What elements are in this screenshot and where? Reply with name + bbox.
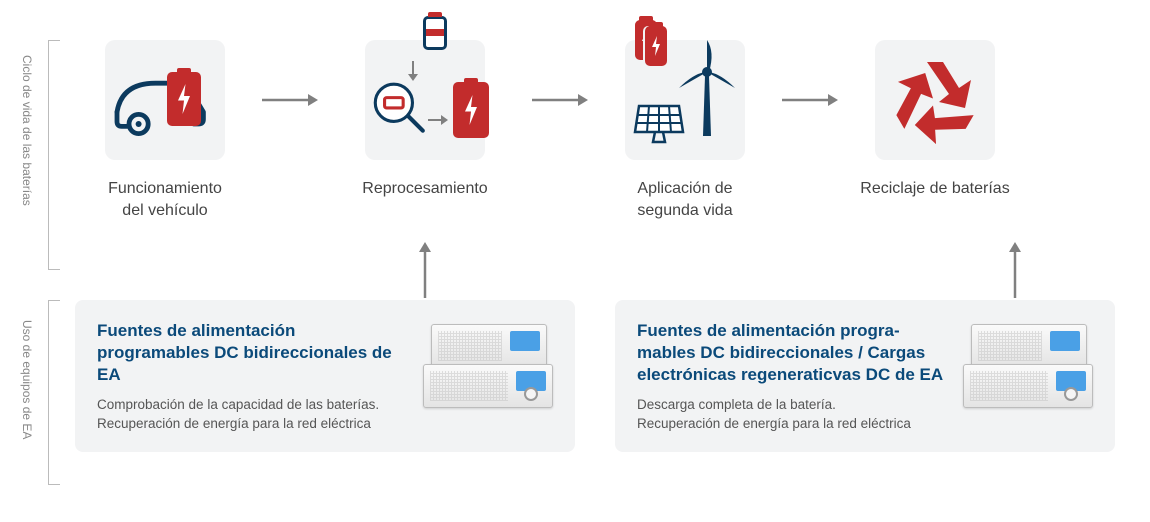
- stage-recycle: Reciclaje de baterías: [845, 40, 1025, 200]
- up-arrow-icon: [1005, 240, 1025, 300]
- card-desc-line: Recuperación de energía para la red eléc…: [97, 416, 371, 431]
- bracket-bottom: [48, 300, 60, 485]
- stage-label-2: segunda vida: [637, 202, 732, 219]
- section-label-bottom: Uso de equipos de EA: [20, 320, 34, 480]
- card-title: Fuentes de alimentación programables DC …: [97, 320, 407, 386]
- bracket-top: [48, 40, 60, 270]
- section-label-top: Ciclo de vida de las baterías: [20, 55, 34, 275]
- recycle-icon: [875, 40, 995, 160]
- vehicle-battery-icon: [105, 40, 225, 160]
- stage-reprocess: Reprocesamiento: [325, 40, 525, 200]
- card-desc-line: Recuperación de energía para la red eléc…: [637, 416, 911, 431]
- stage-label: Reciclaje de baterías: [860, 180, 1009, 197]
- up-arrow-icon: [415, 240, 435, 300]
- second-life-icon: [625, 40, 745, 160]
- equip-screen: [1050, 331, 1080, 351]
- stage-label: Aplicación de: [637, 180, 732, 197]
- flow-arrow-icon: [525, 40, 595, 160]
- stage-label: Funcionamiento: [108, 180, 222, 197]
- equipment-image: [423, 324, 553, 409]
- flow-arrow-icon: [775, 40, 845, 160]
- stage-label: Reprocesamiento: [362, 180, 487, 197]
- card-desc-line: Descarga completa de la batería.: [637, 397, 836, 412]
- card-desc-line: Comprobación de la capacidad de las bate…: [97, 397, 379, 412]
- flow-arrow-icon: [255, 40, 325, 160]
- stage-vehicle: Funcionamiento del vehículo: [75, 40, 255, 221]
- stage-label-2: del vehículo: [122, 202, 207, 219]
- equipment-card: Fuentes de alimentación programables DC …: [75, 300, 575, 452]
- reprocess-icon: [345, 40, 505, 160]
- equip-screen: [510, 331, 540, 351]
- equipment-cards-row: Fuentes de alimentación programables DC …: [75, 300, 1115, 452]
- lifecycle-stages-row: Funcionamiento del vehículo: [75, 40, 1135, 221]
- stage-second-life: Aplicación de segunda vida: [595, 40, 775, 221]
- card-title: Fuentes de alimentación progra­mables DC…: [637, 320, 947, 386]
- equipment-image: [963, 324, 1093, 409]
- equipment-card: Fuentes de alimentación progra­mables DC…: [615, 300, 1115, 452]
